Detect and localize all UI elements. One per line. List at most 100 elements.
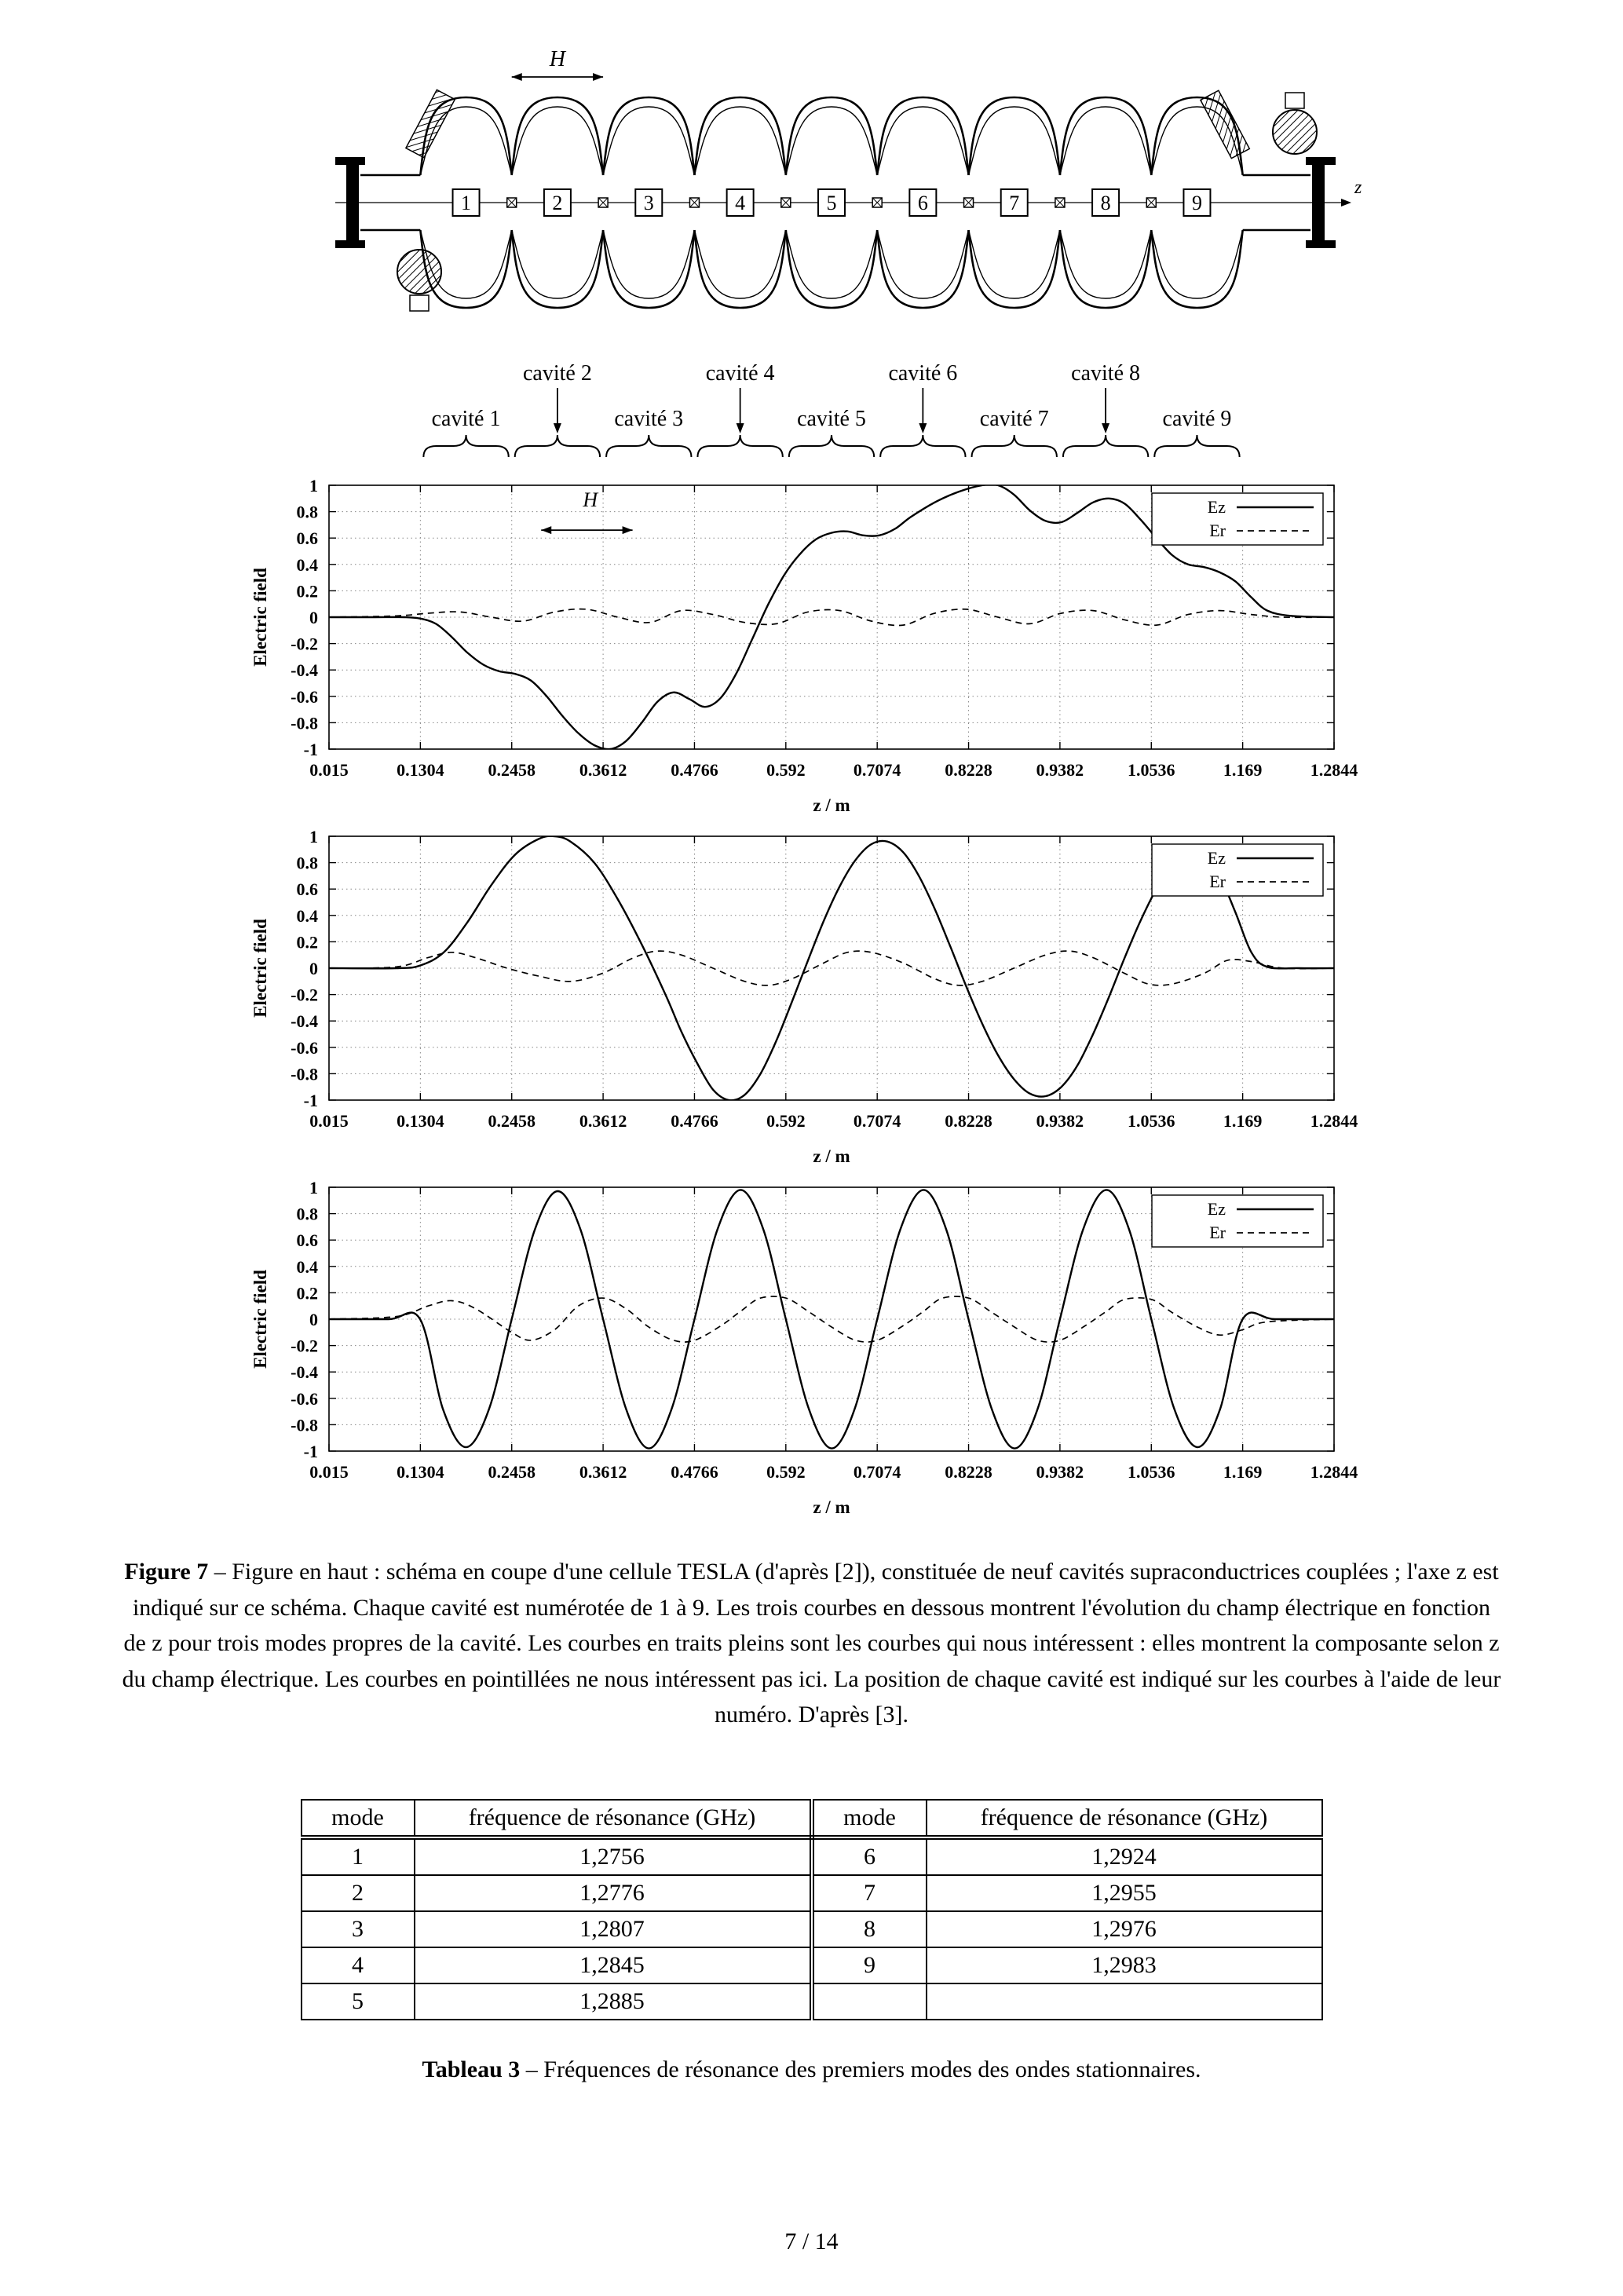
coupler-port (1271, 109, 1318, 155)
svg-text:0.592: 0.592 (766, 1462, 805, 1482)
svg-text:-1: -1 (303, 740, 317, 759)
cell-number: 7 (1009, 192, 1019, 214)
legend-label-Ez: Ez (1207, 848, 1225, 868)
x-axis-label: z / m (813, 795, 850, 815)
svg-text:0.3612: 0.3612 (579, 1462, 627, 1482)
cell-number: 9 (1191, 192, 1201, 214)
svg-text:-0.8: -0.8 (291, 1064, 318, 1084)
mode-cell: 9 (810, 1946, 927, 1984)
frequency-cell: 1,2924 (925, 1836, 1323, 1876)
svg-text:0: 0 (309, 1310, 318, 1329)
mode-cell: 3 (300, 1910, 415, 1948)
svg-text:1.0536: 1.0536 (1128, 1111, 1175, 1131)
curve-Er (328, 950, 1334, 986)
svg-text:1.0536: 1.0536 (1128, 1462, 1175, 1482)
table-caption-text: – Fréquences de résonance des premiers m… (520, 2056, 1201, 2082)
legend: Ez Er (1150, 1194, 1324, 1248)
mode-cell: 8 (810, 1910, 927, 1948)
svg-text:0.9382: 0.9382 (1036, 760, 1084, 780)
table-row: 4 1,2845 9 1,2983 (300, 1946, 1323, 1984)
svg-text:1.2844: 1.2844 (1310, 1111, 1358, 1131)
frequency-cell: 1,2976 (925, 1910, 1323, 1948)
svg-text:0.3612: 0.3612 (579, 1111, 627, 1131)
svg-text:1.169: 1.169 (1223, 760, 1262, 780)
frequency-cell (925, 1982, 1323, 2020)
svg-text:-1: -1 (303, 1442, 317, 1461)
table-header: mode (810, 1798, 927, 1840)
electric-field-chart-mode-3: 0.015 0.1304 0.2458 0.3612 0.4766 0.592 0.7074… (250, 1178, 1358, 1517)
cavity-label: cavité 6 (888, 361, 957, 386)
cavity-label: cavité 5 (797, 407, 866, 431)
y-tick-labels: 1 0.8 0.6 0.4 0.2 0 -0.2 -0.4 -0.6 -0.8 -1 (291, 827, 318, 1110)
curve-Ez (328, 485, 1334, 749)
cell-number: 3 (643, 192, 653, 214)
mode-cell (810, 1982, 927, 2020)
cavity-brace (696, 434, 784, 458)
svg-text:0.7074: 0.7074 (853, 760, 901, 780)
cell-number-box (1182, 188, 1211, 217)
electric-field-chart-mode-2: 0.015 0.1304 0.2458 0.3612 0.4766 0.592 0.7074… (250, 827, 1358, 1166)
svg-text:-0.2: -0.2 (291, 634, 318, 654)
svg-text:-0.2: -0.2 (291, 1336, 318, 1356)
cavity-label: cavité 9 (1162, 407, 1231, 431)
svg-text:1.169: 1.169 (1223, 1111, 1262, 1131)
cavity-brace (422, 434, 510, 458)
svg-text:0.6: 0.6 (296, 1230, 318, 1250)
cavity-brace (514, 434, 601, 458)
x-axis-label: z / m (813, 1146, 850, 1166)
cell-number-box (1091, 188, 1120, 217)
svg-text:1.0536: 1.0536 (1128, 760, 1175, 780)
svg-text:-0.4: -0.4 (291, 1362, 318, 1382)
y-axis-label: Electric field (250, 919, 270, 1018)
cavity-label: cavité 7 (979, 407, 1048, 431)
x-tick-labels: 0.015 0.1304 0.2458 0.3612 0.4766 0.592 0.7074… (309, 1111, 1358, 1131)
z-axis-label: z (1354, 177, 1362, 198)
cell-number-box (451, 188, 481, 217)
cavity-brace (605, 434, 692, 458)
svg-text:0.3612: 0.3612 (579, 760, 627, 780)
svg-text:-0.2: -0.2 (291, 985, 318, 1005)
cavity-label: cavité 3 (614, 407, 683, 431)
cavity-label: cavité 1 (431, 407, 500, 431)
electric-field-chart-mode-1: 0.015 0.1304 0.2458 0.3612 0.4766 0.592 0.7074… (250, 476, 1358, 815)
cell-number: 4 (735, 192, 745, 214)
curve-Er (328, 1296, 1334, 1343)
svg-text:-1: -1 (303, 1091, 317, 1110)
tesla-cavity-schematic: z 1 2 3 4 5 6 7 8 9 H (334, 47, 1362, 312)
svg-text:0.7074: 0.7074 (853, 1462, 901, 1482)
svg-text:0.9382: 0.9382 (1036, 1462, 1084, 1482)
svg-text:0.4766: 0.4766 (671, 760, 718, 780)
svg-text:1: 1 (309, 827, 318, 846)
svg-text:-0.8: -0.8 (291, 713, 318, 733)
svg-text:0.4766: 0.4766 (671, 1111, 718, 1131)
cavity-brace (1153, 434, 1241, 458)
svg-text:-0.6: -0.6 (291, 687, 318, 707)
frequency-cell: 1,2845 (413, 1946, 814, 1984)
svg-text:0.1304: 0.1304 (397, 1111, 444, 1131)
cell-number: 1 (461, 192, 471, 214)
svg-text:0.4: 0.4 (296, 1257, 318, 1277)
svg-text:0.2: 0.2 (296, 581, 318, 601)
svg-text:0.2458: 0.2458 (488, 1111, 536, 1131)
table-header: fréquence de résonance (GHz) (413, 1798, 814, 1840)
svg-text:0.015: 0.015 (309, 1111, 349, 1131)
cell-number-box (1000, 188, 1029, 217)
electric-field-charts: 0.015 0.1304 0.2458 0.3612 0.4766 0.592 0.7074… (243, 474, 1381, 1519)
svg-text:0.8228: 0.8228 (945, 1111, 992, 1131)
table-caption-label: Tableau 3 (422, 2056, 521, 2082)
mode-cell: 4 (300, 1946, 415, 1984)
svg-text:1.2844: 1.2844 (1310, 1462, 1358, 1482)
cavity-brace (971, 434, 1058, 458)
legend-label-Er: Er (1209, 521, 1226, 540)
svg-text:0.015: 0.015 (309, 760, 349, 780)
svg-text:0.015: 0.015 (309, 1462, 349, 1482)
cell-number: 2 (552, 192, 562, 214)
table-caption: Tableau 3 – Fréquences de résonance des … (0, 2057, 1623, 2083)
y-tick-labels: 1 0.8 0.6 0.4 0.2 0 -0.2 -0.4 -0.6 -0.8 -1 (291, 476, 318, 759)
svg-text:1.169: 1.169 (1223, 1462, 1262, 1482)
svg-text:0.8228: 0.8228 (945, 1462, 992, 1482)
legend-label-Er: Er (1209, 872, 1226, 891)
svg-text:0.4: 0.4 (296, 906, 318, 926)
y-axis-label: Electric field (250, 1270, 270, 1369)
